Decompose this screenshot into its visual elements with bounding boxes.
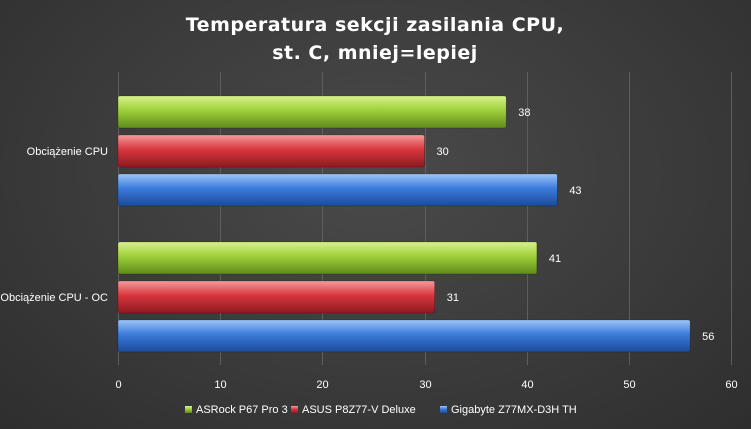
category-labels: Obciążenie CPU Obciążenie CPU - OC xyxy=(0,146,108,304)
data-label-2-3: 56 xyxy=(702,331,714,343)
x-tick-label: 20 xyxy=(316,379,328,391)
bar-1-3 xyxy=(117,173,558,207)
x-axis-ticks: 0 10 20 30 40 50 60 xyxy=(115,379,737,391)
legend-label-2: ASUS P8Z77-V Deluxe xyxy=(302,404,416,416)
bar-2-1 xyxy=(117,241,538,275)
x-tick-label: 60 xyxy=(725,379,737,391)
bar-2-3 xyxy=(117,319,691,353)
data-label-1-1: 38 xyxy=(518,107,530,119)
x-tick-label: 10 xyxy=(214,379,226,391)
bar-2-2 xyxy=(117,280,436,314)
legend-swatch-2 xyxy=(291,406,298,413)
x-tick-label: 50 xyxy=(623,379,635,391)
chart-title-line-2: st. C, mniej=lepiej xyxy=(272,42,478,64)
chart-title-line-1: Temperatura sekcji zasilania CPU, xyxy=(186,14,564,36)
data-label-2-1: 41 xyxy=(549,253,561,265)
category-label-2: Obciążenie CPU - OC xyxy=(0,292,108,304)
legend-swatch-3 xyxy=(440,406,447,413)
bar-1-2 xyxy=(117,134,425,168)
category-label-1: Obciążenie CPU xyxy=(27,146,108,158)
legend-label-3: Gigabyte Z77MX-D3H TH xyxy=(451,404,577,416)
x-tick-label: 30 xyxy=(419,379,431,391)
data-label-1-3: 43 xyxy=(569,185,581,197)
x-tick-label: 40 xyxy=(521,379,533,391)
legend: ASRock P67 Pro 3 ASUS P8Z77-V Deluxe Gigab… xyxy=(185,404,577,416)
data-labels: 38 30 43 41 31 56 xyxy=(437,107,715,343)
legend-swatch-1 xyxy=(185,406,192,413)
x-tick-label: 0 xyxy=(115,379,121,391)
bars xyxy=(117,95,691,353)
data-label-1-2: 30 xyxy=(437,146,449,158)
legend-label-1: ASRock P67 Pro 3 xyxy=(196,404,288,416)
data-label-2-2: 31 xyxy=(447,292,459,304)
bar-1-1 xyxy=(117,95,507,129)
chart-title: Temperatura sekcji zasilania CPU, st. C,… xyxy=(186,14,564,64)
